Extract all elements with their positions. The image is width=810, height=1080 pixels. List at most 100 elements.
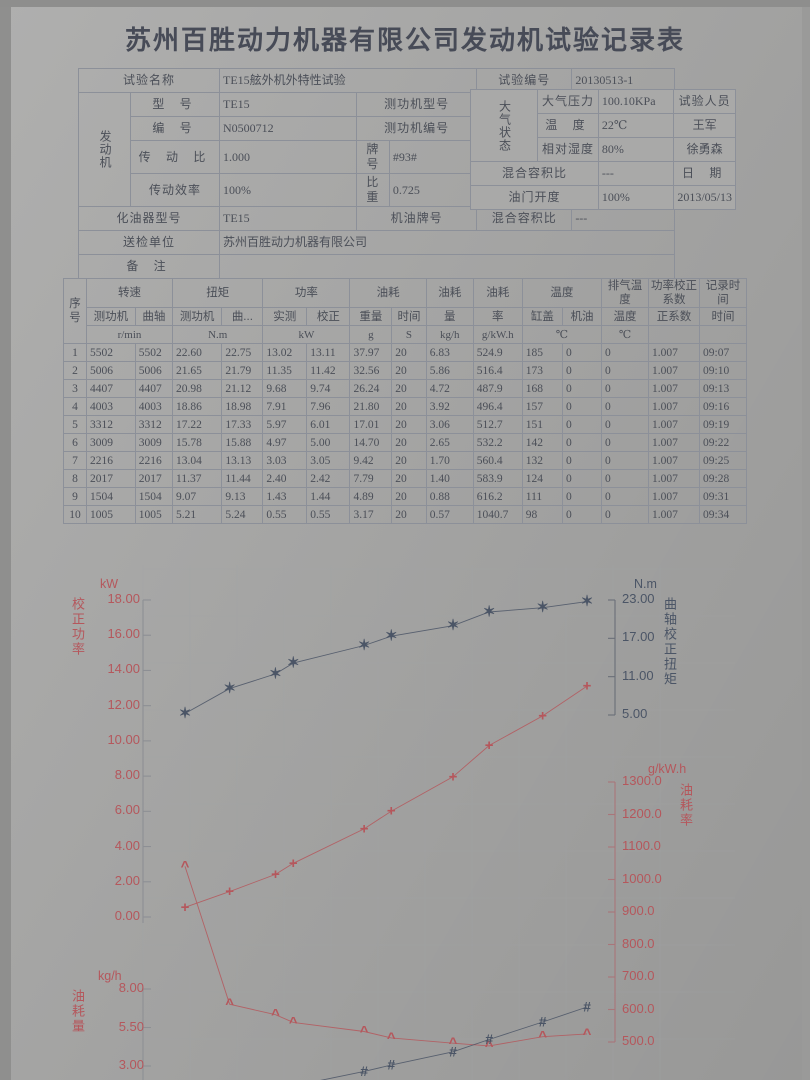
cell-no: 1 bbox=[63, 343, 87, 362]
unit-torque: N.m bbox=[172, 325, 264, 344]
cell-f_time: 20 bbox=[391, 433, 427, 452]
unit-fuel-rate: g/kW.h bbox=[472, 325, 523, 344]
data-point-+: + bbox=[271, 866, 280, 883]
cell-t_oil: 0 bbox=[562, 397, 602, 416]
cell-t_crank: 17.33 bbox=[221, 415, 264, 434]
cell-f_time: 20 bbox=[391, 397, 427, 416]
cell-t_oil: 0 bbox=[562, 415, 602, 434]
ratio-label: 传 动 比 bbox=[130, 140, 220, 174]
cell-exhaust: 0 bbox=[601, 397, 649, 416]
svg-text:+: + bbox=[387, 803, 396, 820]
cell-f_rate: 560.4 bbox=[472, 451, 523, 470]
data-point-*: ✶ bbox=[269, 665, 282, 682]
info-row-remark: 备 注 bbox=[78, 254, 736, 279]
data-point-#: # bbox=[485, 1031, 493, 1047]
cell-n_crank: 1504 bbox=[134, 487, 174, 506]
cell-f_rate: 512.7 bbox=[472, 415, 523, 434]
data-point-#: # bbox=[539, 1013, 547, 1029]
axis-tick-label: 17.00 bbox=[622, 629, 655, 645]
cell-t_oil: 0 bbox=[562, 451, 602, 470]
data-point-+: + bbox=[449, 768, 458, 785]
table-row: 5 3312 3312 17.22 17.33 5.97 6.01 17.01 20 3.06 51… bbox=[63, 415, 747, 434]
cell-f_weight: 14.70 bbox=[349, 433, 393, 452]
cell-no: 4 bbox=[63, 397, 87, 416]
atmos-pressure-label-2: 大气压力 bbox=[537, 89, 599, 114]
cell-t_crank: 21.79 bbox=[221, 361, 264, 380]
sub-power-meas: 实测 bbox=[262, 307, 308, 326]
sub-temp-head: 缸盖 bbox=[521, 307, 564, 326]
submitter-label: 送检单位 bbox=[78, 230, 220, 255]
cell-exhaust: 0 bbox=[601, 487, 649, 506]
cell-t_head: 157 bbox=[521, 397, 564, 416]
staff-value-1: 王军 bbox=[673, 113, 736, 138]
cell-p_corr: 6.01 bbox=[306, 415, 351, 434]
cell-n_crank: 2216 bbox=[134, 451, 174, 470]
data-point-+: + bbox=[583, 678, 592, 695]
cell-t_dyno: 22.60 bbox=[172, 343, 223, 362]
cell-time: 09:19 bbox=[699, 415, 747, 434]
date-value: 2013/05/13 bbox=[673, 185, 736, 210]
data-point-^: ^ bbox=[181, 858, 190, 875]
fuel-brand-value: #93# bbox=[388, 140, 478, 174]
cell-f_qty: 1.40 bbox=[425, 469, 474, 488]
cell-coef: 1.007 bbox=[648, 433, 700, 452]
cell-t_head: 185 bbox=[521, 343, 564, 362]
table-row: 2 5006 5006 21.65 21.79 11.35 11.42 32.56 20 5.86… bbox=[63, 361, 747, 380]
cell-coef: 1.007 bbox=[648, 451, 700, 470]
col-power-corr-group: 功率校正系数 bbox=[648, 278, 700, 308]
data-point-*: ✶ bbox=[223, 680, 236, 697]
carburetor-label: 化油器型号 bbox=[78, 206, 220, 231]
svg-text:#: # bbox=[449, 1043, 457, 1059]
cell-n_crank: 5502 bbox=[134, 343, 174, 362]
cell-n_crank: 3312 bbox=[134, 415, 174, 434]
test-name-value: TE15舷外机外特性试验 bbox=[218, 68, 478, 93]
cell-exhaust: 0 bbox=[601, 415, 649, 434]
fuel-density-label: 比 重 bbox=[355, 173, 390, 207]
cell-f_time: 20 bbox=[391, 487, 427, 506]
atmos-group-label: 大气状态 bbox=[470, 89, 538, 162]
axis-tick-label: 500.0 bbox=[622, 1033, 655, 1048]
fuel-rate-axis-name: 油耗率 bbox=[678, 783, 693, 828]
axis-tick-label: 8.00 bbox=[118, 980, 144, 995]
cell-exhaust: 0 bbox=[601, 361, 649, 380]
temperature-value-2: 22℃ bbox=[597, 113, 675, 138]
cell-n_dyno: 5502 bbox=[86, 343, 136, 362]
cell-t_oil: 0 bbox=[562, 343, 602, 362]
svg-text:✶: ✶ bbox=[287, 655, 300, 672]
cell-f_weight: 7.79 bbox=[349, 469, 393, 488]
axis-tick-label: 18.00 bbox=[107, 591, 140, 606]
cell-exhaust: 0 bbox=[601, 433, 649, 452]
col-index-header: 序号 bbox=[63, 278, 87, 344]
cell-t_crank: 15.88 bbox=[221, 433, 264, 452]
cell-n_dyno: 3312 bbox=[86, 415, 136, 434]
mix-ratio-label-2: 混合容积比 bbox=[470, 161, 599, 186]
cell-exhaust: 0 bbox=[601, 451, 649, 470]
cell-t_head: 111 bbox=[521, 487, 564, 506]
cell-t_oil: 0 bbox=[562, 487, 602, 506]
info-row-submitter: 送检单位 苏州百胜动力机器有限公司 bbox=[78, 230, 736, 255]
svg-text:#: # bbox=[583, 999, 591, 1015]
paper-top-edge bbox=[0, 0, 810, 7]
cell-n_dyno: 1504 bbox=[86, 487, 136, 506]
cell-coef: 1.007 bbox=[648, 343, 700, 362]
cell-t_head: 151 bbox=[521, 415, 564, 434]
sub-speed-dyno: 测功机 bbox=[86, 307, 136, 326]
cell-f_qty: 4.72 bbox=[425, 379, 474, 398]
cell-time: 09:28 bbox=[699, 469, 747, 488]
series-line-power bbox=[184, 685, 588, 908]
oil-brand-label: 机油牌号 bbox=[355, 206, 478, 231]
cell-f_qty: 3.06 bbox=[425, 415, 474, 434]
unit-fuel-qty: kg/h bbox=[425, 325, 474, 344]
cell-n_dyno: 5006 bbox=[86, 361, 136, 380]
axis-tick-label: 12.00 bbox=[107, 696, 140, 712]
cell-coef: 1.007 bbox=[648, 469, 700, 488]
data-point-^: ^ bbox=[485, 1037, 494, 1054]
torque-axis-unit: N.m bbox=[634, 577, 657, 591]
data-point-*: ✶ bbox=[581, 593, 594, 610]
measurement-rows: 1 5502 5502 22.60 22.75 13.02 13.11 37.97 20 6.83… bbox=[63, 343, 747, 524]
axis-tick-label: 16.00 bbox=[107, 626, 140, 642]
cell-time: 09:07 bbox=[699, 343, 747, 362]
cell-no: 9 bbox=[63, 487, 87, 506]
humidity-label-2: 相对湿度 bbox=[537, 137, 599, 162]
svg-text:✶: ✶ bbox=[358, 637, 371, 654]
